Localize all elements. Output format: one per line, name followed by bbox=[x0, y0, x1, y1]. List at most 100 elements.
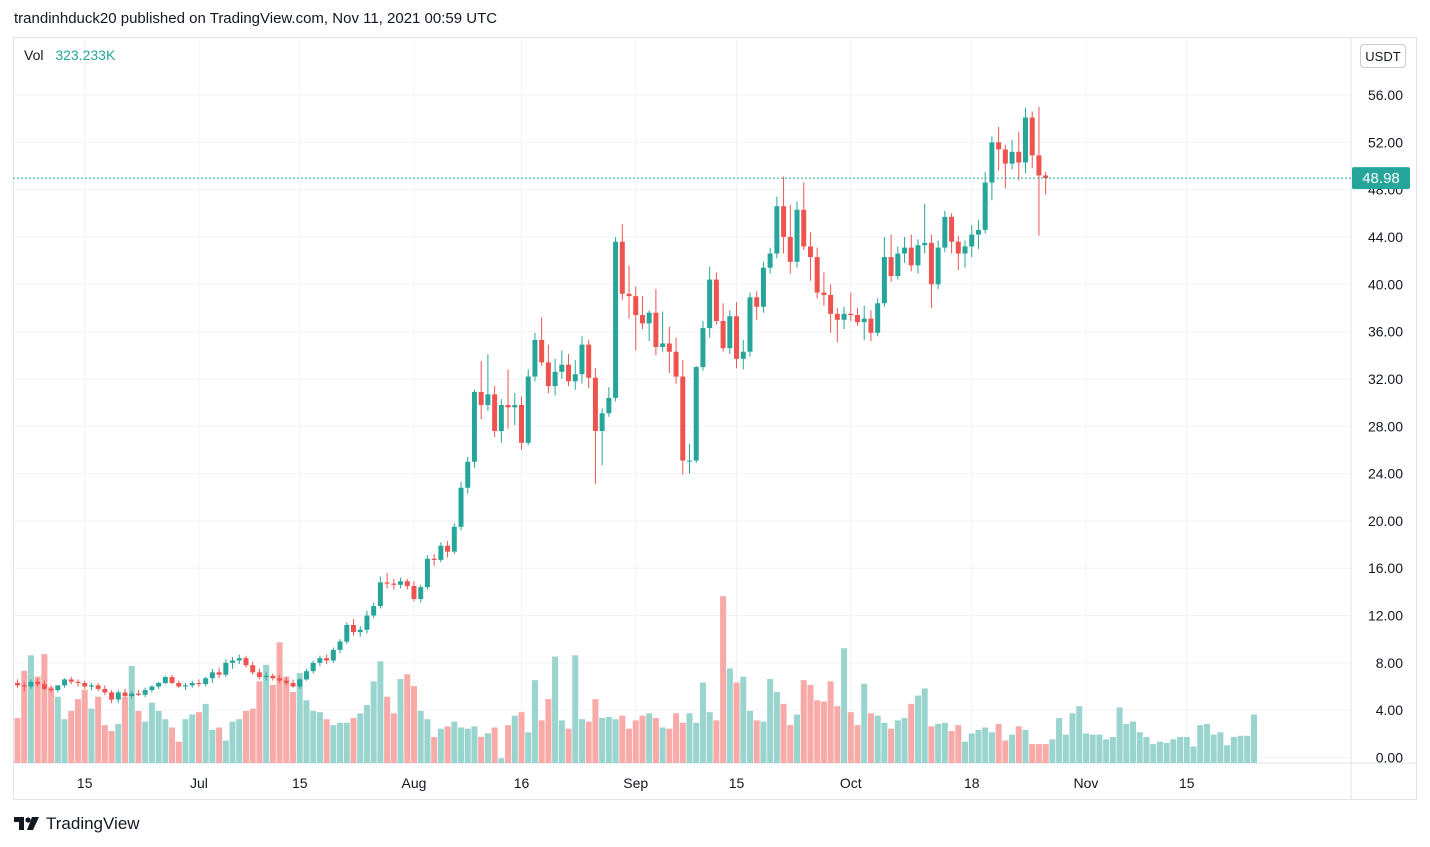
volume-bar bbox=[115, 723, 122, 763]
volume-bar bbox=[1022, 729, 1029, 763]
tradingview-logo[interactable]: TradingView bbox=[14, 814, 140, 834]
candle-body bbox=[418, 587, 424, 599]
volume-bar bbox=[995, 723, 1002, 763]
volume-bar bbox=[1049, 739, 1056, 763]
candle-body bbox=[41, 684, 47, 689]
volume-bar bbox=[263, 664, 270, 763]
candle-body bbox=[189, 682, 195, 686]
time-axis: 15 Jul 15 Aug 16 Sep 15 Oct 18 Nov 15 bbox=[77, 775, 1195, 791]
volume-bar bbox=[619, 715, 626, 763]
publish-info-header: trandinhduck20 published on TradingView.… bbox=[14, 10, 498, 27]
volume-bar bbox=[921, 688, 928, 763]
volume-bar bbox=[303, 700, 310, 763]
volume-bar bbox=[404, 674, 411, 763]
volume-bar bbox=[834, 706, 841, 763]
time-tick-label: 16 bbox=[514, 775, 530, 791]
volume-bar bbox=[935, 723, 942, 763]
volume-bar bbox=[605, 716, 612, 763]
volume-bar bbox=[310, 710, 317, 763]
currency-button[interactable]: USDT bbox=[1360, 44, 1406, 68]
candle-body bbox=[156, 682, 162, 687]
volume-bar bbox=[988, 732, 995, 763]
volume-bar bbox=[713, 720, 720, 763]
time-tick-label: 15 bbox=[729, 775, 745, 791]
volume-bar bbox=[1163, 742, 1170, 763]
candle-body bbox=[337, 641, 343, 650]
volume-bar bbox=[1123, 723, 1130, 763]
volume-bar bbox=[61, 719, 68, 763]
volume-bar bbox=[1035, 744, 1042, 763]
candle-body bbox=[357, 629, 363, 633]
candle-body bbox=[801, 209, 807, 247]
candle-body bbox=[364, 615, 370, 630]
candle-body bbox=[344, 625, 350, 642]
price-tick-label: 8.00 bbox=[1376, 655, 1403, 671]
volume-bar bbox=[511, 715, 518, 763]
volume-bar bbox=[296, 673, 303, 763]
candle-body bbox=[895, 253, 901, 277]
candle-body bbox=[935, 247, 941, 285]
candle-body bbox=[458, 487, 464, 527]
volume-bar bbox=[531, 680, 538, 763]
volume-bar bbox=[54, 696, 61, 763]
candle-body bbox=[62, 679, 68, 686]
chart-frame bbox=[13, 37, 1417, 800]
candle-body bbox=[814, 257, 820, 293]
candle-body bbox=[270, 675, 276, 679]
candle-body bbox=[888, 257, 894, 277]
volume-bar bbox=[464, 728, 471, 763]
candle-body bbox=[767, 253, 773, 268]
candle-body bbox=[256, 672, 262, 678]
volume-bar bbox=[612, 719, 619, 763]
volume-bar bbox=[518, 712, 525, 763]
candle-body bbox=[88, 685, 94, 687]
candle-body bbox=[646, 312, 652, 324]
candle-body bbox=[687, 460, 692, 462]
candle-body bbox=[922, 242, 928, 246]
candle-body bbox=[21, 685, 27, 687]
candle-body bbox=[297, 679, 303, 687]
candle-body bbox=[351, 625, 356, 633]
candle-body bbox=[1009, 151, 1015, 164]
candle-body bbox=[559, 364, 565, 372]
volume-bar bbox=[585, 721, 592, 763]
candle-body bbox=[881, 257, 887, 304]
volume-bar bbox=[437, 728, 444, 763]
candle-body bbox=[599, 413, 605, 431]
volume-bar bbox=[249, 708, 256, 763]
volume-bar bbox=[1217, 732, 1224, 763]
candle-body bbox=[996, 142, 1002, 150]
candle-body bbox=[525, 376, 531, 443]
candle-body bbox=[75, 681, 81, 683]
last-price-label: 48.98 bbox=[1362, 170, 1400, 187]
candle-body bbox=[626, 293, 632, 297]
volume-bar bbox=[1062, 734, 1069, 763]
candle-body bbox=[700, 328, 706, 368]
candle-body bbox=[519, 404, 524, 443]
candle-body bbox=[122, 692, 128, 696]
volume-bar bbox=[565, 728, 572, 763]
volume-bar bbox=[1116, 707, 1123, 763]
volume-bar bbox=[1237, 735, 1244, 763]
volume-bar bbox=[626, 728, 633, 763]
volume-bar bbox=[48, 687, 55, 763]
volume-bar bbox=[357, 713, 364, 763]
candle-body bbox=[633, 296, 639, 316]
volume-bar bbox=[982, 727, 989, 763]
time-tick-label: 15 bbox=[77, 775, 93, 791]
volume-bar bbox=[847, 712, 854, 763]
volume-bar bbox=[827, 681, 834, 763]
candle-body bbox=[149, 686, 155, 691]
candle-body bbox=[15, 682, 20, 686]
volume-bar bbox=[505, 725, 512, 763]
candle-body bbox=[868, 318, 874, 333]
volume-bar bbox=[1056, 718, 1063, 763]
volume-bar bbox=[451, 721, 458, 763]
candle-body bbox=[471, 391, 477, 462]
candle-body bbox=[834, 313, 840, 320]
volume-bar bbox=[384, 696, 391, 763]
candle-body bbox=[317, 658, 323, 663]
price-tick-label: 40.00 bbox=[1368, 276, 1403, 292]
candle-body bbox=[209, 672, 215, 679]
